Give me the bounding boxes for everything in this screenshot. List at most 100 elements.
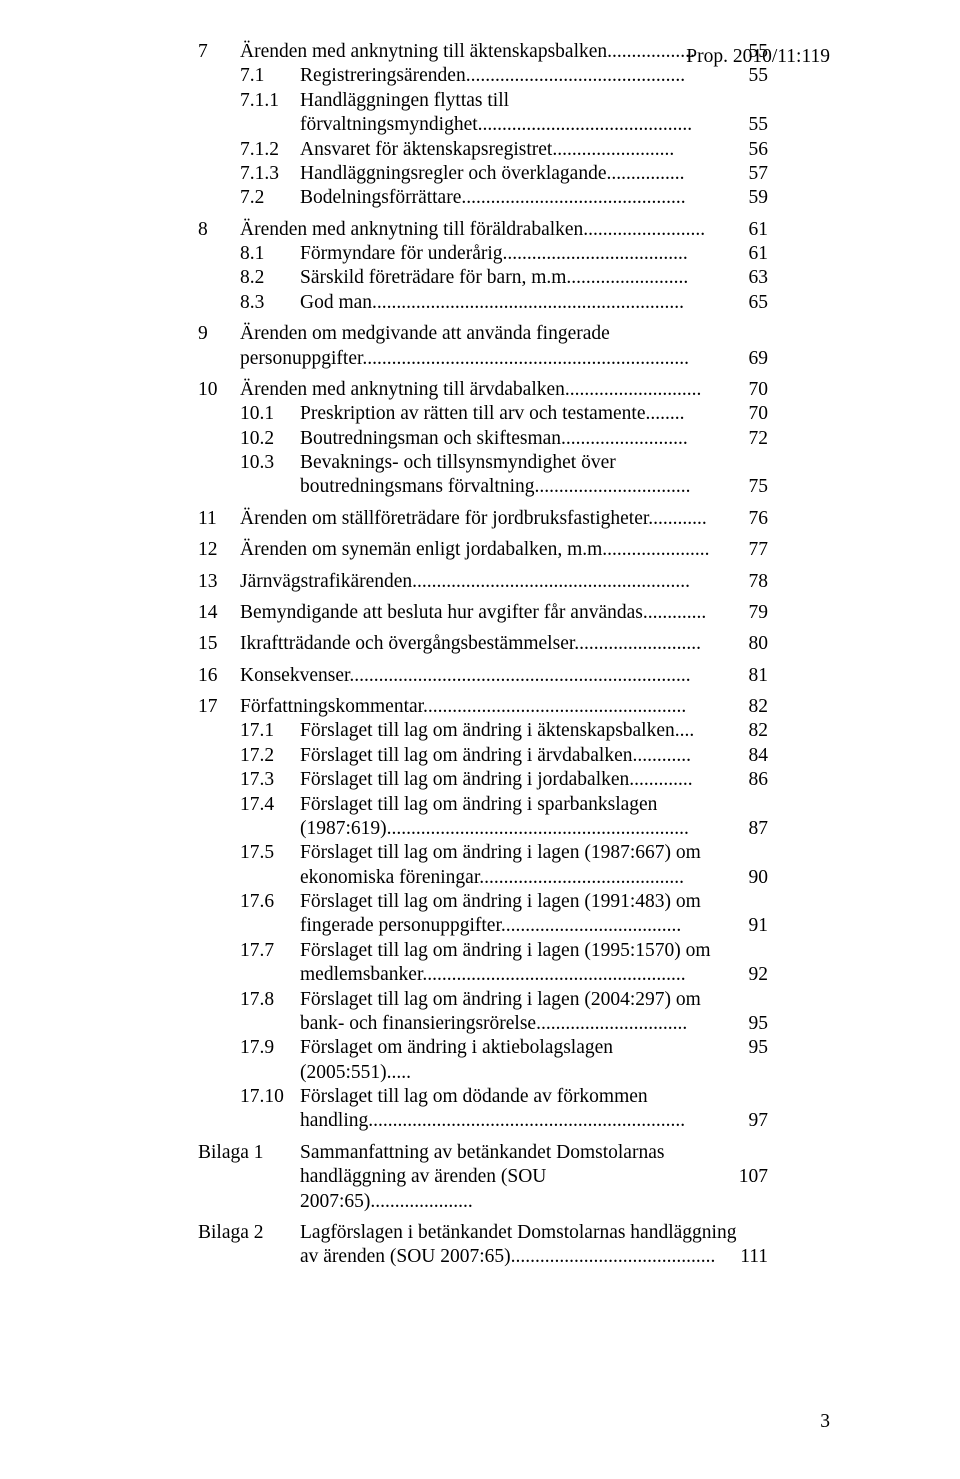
toc-sub-row: 17.5Förslaget till lag om ändring i lage…: [198, 841, 768, 865]
toc-sub-title: Förslaget till lag om ändring i lagen (1…: [300, 890, 768, 914]
toc-row: (1987:619)..............................…: [198, 817, 768, 841]
toc-row: medlemsbanker...........................…: [198, 963, 768, 987]
toc-chapter-row: 9Ärenden om medgivande att använda finge…: [198, 322, 768, 346]
toc-chapter-row: 17Författningskommentar.................…: [198, 695, 768, 719]
toc-sub-row: 17.9Förslaget om ändring i aktiebolagsla…: [198, 1036, 768, 1085]
toc-bilaga-label: Bilaga 2: [198, 1221, 300, 1245]
toc-page-ref: 70: [720, 378, 768, 402]
toc-page-ref: 55: [720, 40, 768, 64]
toc-sub-number: 17.8: [240, 988, 300, 1012]
toc-sub-row: 10.2Boutredningsman och skiftesman......…: [198, 427, 768, 451]
toc-sub-title: Förslaget till lag om ändring i jordabal…: [300, 768, 720, 792]
toc-sub-title: Förslaget till lag om ändring i sparbank…: [300, 793, 768, 817]
toc-sub-row: 8.3God man..............................…: [198, 291, 768, 315]
toc-page-ref: 80: [720, 632, 768, 656]
toc-page-ref: 65: [720, 291, 768, 315]
toc-sub-row: 10.1Preskription av rätten till arv och …: [198, 402, 768, 426]
toc-page-ref: 90: [720, 866, 768, 890]
toc-sub-title: Handläggningsregler och överklagande....…: [300, 162, 720, 186]
toc-continuation: medlemsbanker...........................…: [300, 963, 720, 987]
toc-page-ref: 56: [720, 138, 768, 162]
toc-chapter-title: Författningskommentar...................…: [240, 695, 720, 719]
toc-continuation: ekonomiska föreningar...................…: [300, 866, 720, 890]
toc-row: bank- och finansieringsrörelse..........…: [198, 1012, 768, 1036]
toc-chapter-row: 11Ärenden om ställföreträdare för jordbr…: [198, 507, 768, 531]
toc-chapter-number: 17: [198, 695, 240, 719]
toc-chapter-row: 14Bemyndigande att besluta hur avgifter …: [198, 601, 768, 625]
toc-sub-title: Särskild företrädare för barn, m.m......…: [300, 266, 720, 290]
toc-continuation: handling................................…: [300, 1109, 720, 1133]
toc-sub-row: 17.4Förslaget till lag om ändring i spar…: [198, 793, 768, 817]
toc-sub-row: 17.1Förslaget till lag om ändring i äkte…: [198, 719, 768, 743]
toc-row: boutredningsmans förvaltning............…: [198, 475, 768, 499]
toc-sub-title: Förslaget till lag om ändring i lagen (1…: [300, 841, 768, 865]
toc-sub-row: 17.6Förslaget till lag om ändring i lage…: [198, 890, 768, 914]
toc-row: handling................................…: [198, 1109, 768, 1133]
toc-row: förvaltningsmyndighet...................…: [198, 113, 768, 137]
toc-page-ref: 82: [720, 719, 768, 743]
toc-chapter-number: 15: [198, 632, 240, 656]
toc-sub-number: 17.5: [240, 841, 300, 865]
toc-chapter-title: Ärenden med anknytning till föräldrabalk…: [240, 218, 720, 242]
toc-sub-number: 7.2: [240, 186, 300, 210]
toc-page-ref: 84: [720, 744, 768, 768]
toc-sub-number: 10.3: [240, 451, 300, 475]
toc-sub-number: 10.2: [240, 427, 300, 451]
toc-page-ref: 57: [720, 162, 768, 186]
toc-page-ref: 87: [720, 817, 768, 841]
toc-bilaga-title: Sammanfattning av betänkandet Domstolarn…: [300, 1141, 768, 1165]
toc-page-ref: 63: [720, 266, 768, 290]
toc-chapter-number: 13: [198, 570, 240, 594]
toc-bilaga-title: Lagförslagen i betänkandet Domstolarnas …: [300, 1221, 768, 1245]
toc-sub-row: 17.2Förslaget till lag om ändring i ärvd…: [198, 744, 768, 768]
toc-sub-title: Förslaget till lag om ändring i äktenska…: [300, 719, 720, 743]
toc-sub-row: 7.2Bodelningsförrättare.................…: [198, 186, 768, 210]
toc-chapter-row: 7Ärenden med anknytning till äktenskapsb…: [198, 40, 768, 64]
toc-chapter-number: 10: [198, 378, 240, 402]
toc-page-ref: 91: [720, 914, 768, 938]
toc-sub-title: Förslaget till lag om ändring i lagen (2…: [300, 988, 768, 1012]
toc-continuation: av ärenden (SOU 2007:65)................…: [300, 1245, 720, 1269]
toc-sub-number: 8.3: [240, 291, 300, 315]
toc-page-ref: 61: [720, 242, 768, 266]
toc-chapter-row: 12Ärenden om synemän enligt jordabalken,…: [198, 538, 768, 562]
toc-chapter-row: 15Ikraftträdande och övergångsbestämmels…: [198, 632, 768, 656]
toc-page-ref: 55: [720, 113, 768, 137]
toc-sub-title: Förslaget till lag om ändring i ärvdabal…: [300, 744, 720, 768]
toc-sub-number: 17.7: [240, 939, 300, 963]
toc-page-ref: 61: [720, 218, 768, 242]
toc-sub-row: 7.1.3Handläggningsregler och överklagand…: [198, 162, 768, 186]
toc-sub-row: 17.10Förslaget till lag om dödande av fö…: [198, 1085, 768, 1109]
toc-bilaga-row: Bilaga 2Lagförslagen i betänkandet Domst…: [198, 1221, 768, 1245]
toc-chapter-number: 14: [198, 601, 240, 625]
toc-sub-number: 17.3: [240, 768, 300, 792]
toc-page-ref: 69: [720, 347, 768, 371]
toc-sub-title: Bodelningsförrättare....................…: [300, 186, 720, 210]
toc-chapter-number: 12: [198, 538, 240, 562]
toc-sub-row: 17.7Förslaget till lag om ändring i lage…: [198, 939, 768, 963]
toc-chapter-number: 16: [198, 664, 240, 688]
toc-chapter-number: 7: [198, 40, 240, 64]
toc-sub-row: 7.1Registreringsärenden.................…: [198, 64, 768, 88]
toc-sub-title: Boutredningsman och skiftesman..........…: [300, 427, 720, 451]
toc-continuation: förvaltningsmyndighet...................…: [300, 113, 720, 137]
toc-sub-number: 7.1.1: [240, 89, 300, 113]
toc-sub-title: Handläggningen flyttas till: [300, 89, 768, 113]
toc-chapter-row: 8Ärenden med anknytning till föräldrabal…: [198, 218, 768, 242]
toc-page-ref: 76: [720, 507, 768, 531]
toc-page-ref: 72: [720, 427, 768, 451]
toc-sub-number: 17.2: [240, 744, 300, 768]
toc-sub-number: 8.1: [240, 242, 300, 266]
toc-chapter-number: 9: [198, 322, 240, 346]
toc-chapter-title: Konsekvenser............................…: [240, 664, 720, 688]
toc-sub-title: Förslaget till lag om ändring i lagen (1…: [300, 939, 768, 963]
toc-page-ref: 92: [720, 963, 768, 987]
toc-row: fingerade personuppgifter...............…: [198, 914, 768, 938]
toc-row: av ärenden (SOU 2007:65)................…: [198, 1245, 768, 1269]
toc-row: ekonomiska föreningar...................…: [198, 866, 768, 890]
toc-continuation: bank- och finansieringsrörelse..........…: [300, 1012, 720, 1036]
toc-sub-row: 7.1.2Ansvaret för äktenskapsregistret...…: [198, 138, 768, 162]
toc-row: handläggning av ärenden (SOU 2007:65)...…: [198, 1165, 768, 1214]
toc-row: personuppgifter.........................…: [198, 347, 768, 371]
page-number: 3: [820, 1411, 830, 1433]
